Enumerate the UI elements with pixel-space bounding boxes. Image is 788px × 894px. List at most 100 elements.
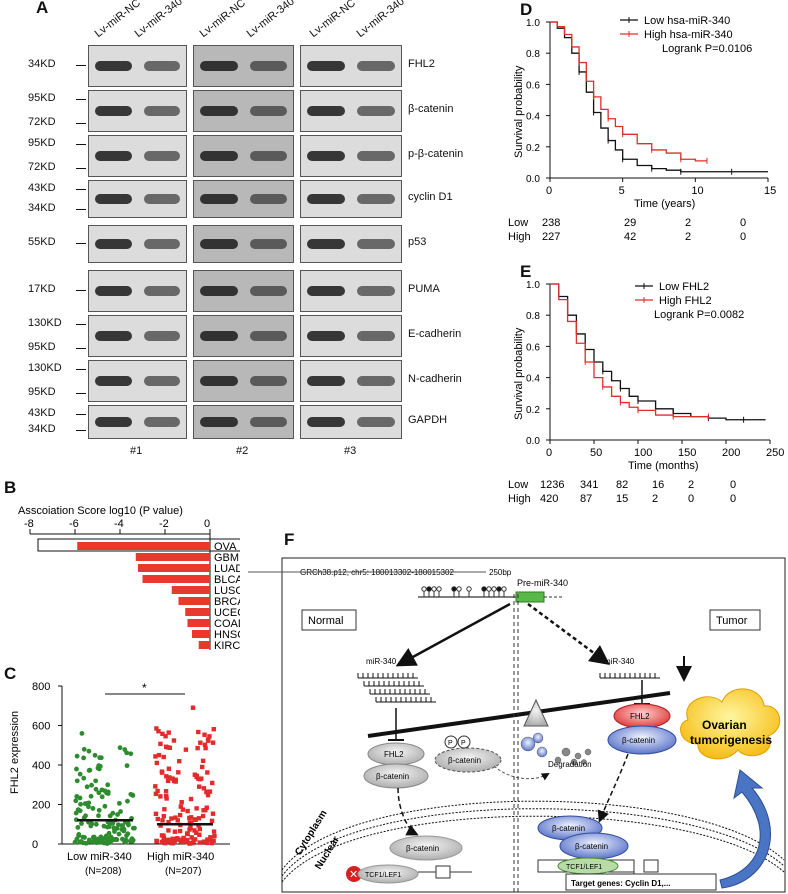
point [187,815,192,821]
tumor-box [709,609,761,631]
band [200,286,238,296]
panel-label-c: C [4,664,17,683]
point [194,773,199,779]
point [74,753,80,759]
mw-tick [76,189,86,190]
point [153,811,159,817]
point [86,748,92,754]
significance-mark: * [142,681,147,695]
band [249,194,287,204]
protein-label: β-catenin [408,103,454,115]
point [189,835,194,840]
mw-tick [76,290,86,291]
point [155,816,160,822]
svg-text:✕: ✕ [349,869,358,881]
point [78,801,83,807]
point [104,790,110,796]
band [200,106,238,116]
group-label: #3 [344,445,357,457]
blot-1-0 [88,90,187,132]
band [307,376,345,386]
point [122,747,128,752]
band [249,239,287,249]
band [143,61,180,71]
point [156,752,162,758]
y-axis-label: Survival probability [513,65,525,158]
band [307,106,345,116]
blot-6-0 [88,315,187,357]
point [88,793,94,799]
band [249,417,287,427]
point [200,813,206,819]
blot-1-2 [300,90,402,132]
point [87,767,93,773]
blot-0-1 [193,45,294,87]
group-label: #1 [130,445,143,457]
band [143,194,180,204]
point [180,807,186,812]
bar-ova [77,542,210,550]
p-site-2-label: P [461,740,466,747]
x-tick-label: 0 [204,518,210,530]
panel-label-d: D [520,0,533,19]
point [153,791,159,797]
degradation-fragment [532,732,544,744]
bcat-left-label: β-catenin [376,772,409,781]
point [205,837,210,842]
point [130,825,136,831]
point [158,794,163,799]
mw-tick [76,430,86,431]
point [188,825,193,830]
protein-label: E-cadherin [408,328,462,340]
band [357,331,395,341]
point [79,821,84,826]
point [196,729,201,735]
point [163,840,168,846]
mir-right-label: miR-340 [604,657,635,666]
legend-label: High hsa-miR-340 [644,29,733,41]
point [116,800,122,806]
point [160,731,165,737]
gene-box-right [643,859,659,873]
point [199,764,205,770]
point [185,837,190,843]
protein-label: p-β-catenin [408,148,464,160]
point [116,831,122,837]
point [207,734,212,739]
mw-tick [76,243,86,244]
panel-label-b: B [4,478,17,497]
y-tick-label: 0.6 [526,342,540,353]
point [182,838,187,843]
point [78,839,84,845]
mw-marker: 43KD [28,407,56,419]
bcat-left [363,763,429,789]
schematic-f: GRCh38.p12, chr5: 180013302-180015302 25… [248,557,786,893]
bcat-nuclear-right-1-label: β-catenin [552,824,585,833]
ovarian-label-1: Ovarian [702,718,747,732]
band [95,239,132,249]
point [115,812,120,817]
band [143,331,180,341]
cpg-site [501,586,507,592]
point [74,778,80,784]
bar-gbm [135,553,210,561]
risk-count: 0 [740,217,746,229]
point [81,746,87,752]
risk-row-label: High [508,231,531,243]
band [95,331,132,341]
y-tick-label: 0.4 [526,112,540,123]
panel-label-e: E [520,262,532,281]
n-label: (N=208) [85,866,121,877]
point [196,816,202,821]
point [130,793,136,798]
p-site-1-label: P [448,740,453,747]
blot-7-0 [88,360,187,402]
x-tick-label: -6 [69,518,79,530]
category-label: LUSC [214,585,240,597]
x-tick-label: 5 [619,185,625,197]
point [81,775,87,781]
point [171,778,177,784]
degradation-fragment [574,752,582,760]
point [192,817,197,822]
risk-count: 16 [652,479,664,491]
